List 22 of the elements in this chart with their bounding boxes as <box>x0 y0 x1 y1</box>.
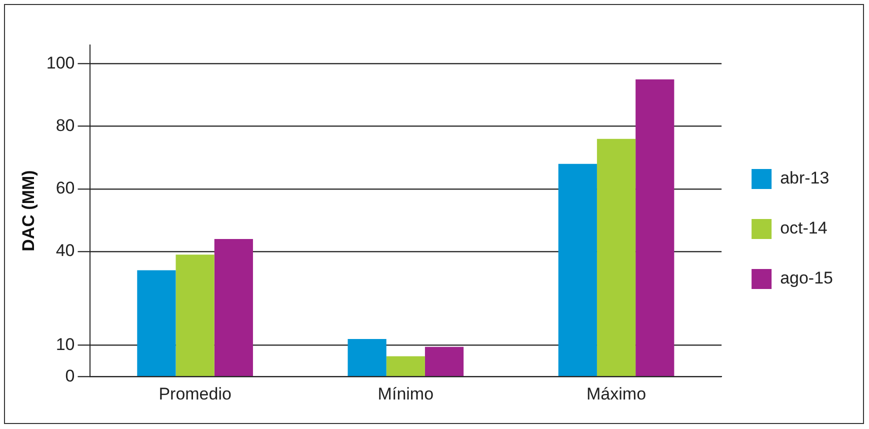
bar <box>424 346 464 376</box>
y-axis-title: DAC (MM) <box>18 170 38 252</box>
y-tick-label: 60 <box>56 178 75 198</box>
x-tick-label: Mínimo <box>378 384 434 404</box>
bar <box>137 270 176 376</box>
bar <box>348 339 386 376</box>
bar <box>636 79 674 376</box>
x-tick-label: Máximo <box>586 384 646 404</box>
bar <box>596 138 636 376</box>
bar <box>176 254 214 376</box>
x-tick-label: Promedio <box>158 384 232 404</box>
y-tick-label: 10 <box>56 335 75 354</box>
bar <box>214 238 253 376</box>
y-tick-label: 40 <box>56 241 75 260</box>
y-tick-label: 80 <box>56 116 75 136</box>
y-tick-label: 0 <box>65 366 75 386</box>
bar <box>558 164 597 376</box>
y-tick-label: 100 <box>46 53 75 72</box>
legend-label: oct-14 <box>780 218 828 238</box>
bar <box>386 356 425 376</box>
legend-label: abr-13 <box>780 168 830 188</box>
legend-label: ago-15 <box>780 268 834 288</box>
